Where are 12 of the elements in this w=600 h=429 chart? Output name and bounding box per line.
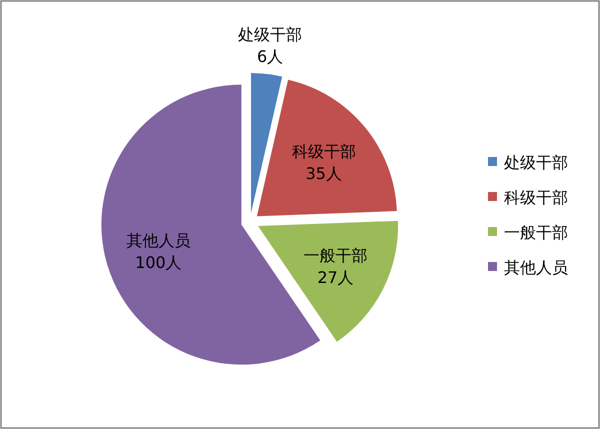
legend-label: 科级干部 [504,188,568,207]
slice-label: 处级干部 [238,25,302,44]
data-label: 27人 [317,268,354,288]
legend-label: 其他人员 [504,258,568,277]
slice-label: 其他人员 [126,231,190,250]
data-label: 35人 [306,164,342,183]
legend-label: 一般干部 [504,223,568,242]
data-label: 6人 [256,47,284,66]
data-label: 100人 [135,253,182,272]
slice-label: 一般干部 [304,246,368,266]
slice-label: 科级干部 [292,142,356,161]
legend-label: 处级干部 [504,153,568,172]
